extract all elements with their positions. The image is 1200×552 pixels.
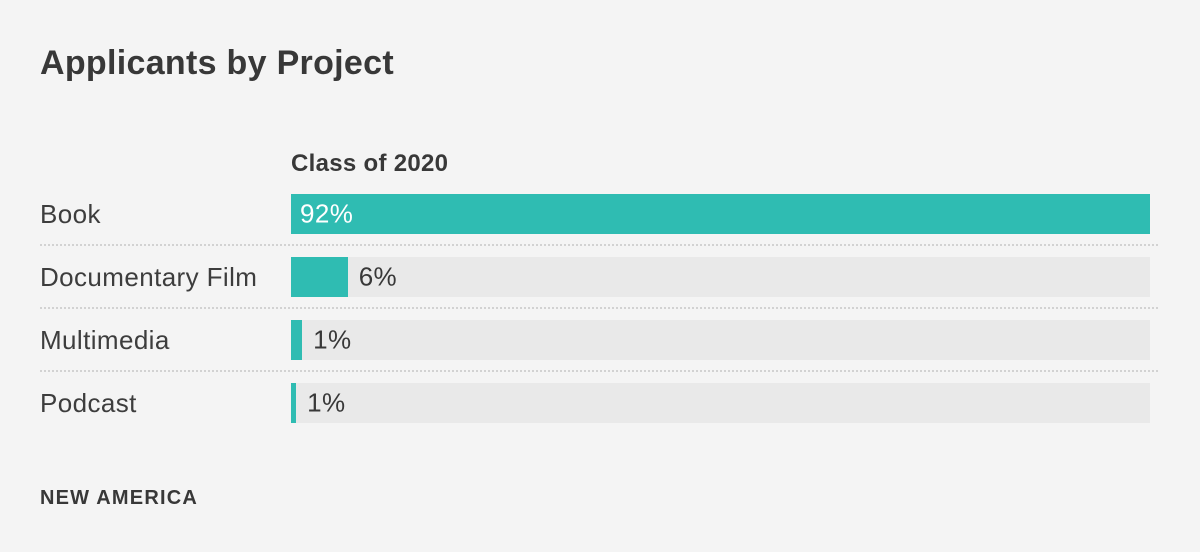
chart-page: Applicants by Project Class of 2020 Book… (40, 44, 1158, 509)
row-label: Book (40, 198, 101, 229)
bar-fill (291, 383, 297, 423)
bar-fill (291, 194, 1150, 234)
row-label: Multimedia (40, 324, 170, 355)
row-label: Documentary Film (40, 261, 258, 292)
bar-fill (291, 320, 303, 360)
bar-track: 1% (291, 320, 1150, 360)
row-separator (40, 244, 1158, 246)
value-label: 1% (307, 387, 346, 418)
bar-row: Documentary Film 6% (40, 257, 1150, 297)
column-header: Class of 2020 (291, 150, 449, 177)
value-label: 1% (313, 324, 352, 355)
bar-row: Podcast 1% (40, 383, 1150, 423)
bar-chart: Book 92% Documentary Film 6% Multimedia 1% Pod… (40, 194, 1158, 423)
bar-track: 92% (291, 194, 1150, 234)
row-label: Podcast (40, 387, 137, 418)
bar-track: 6% (291, 257, 1150, 297)
bar-fill (291, 257, 348, 297)
brand-logo-text: NEW AMERICA (40, 487, 199, 509)
bar-row: Multimedia 1% (40, 320, 1150, 360)
value-label: 6% (358, 261, 398, 292)
bar-row: Book 92% (40, 194, 1150, 234)
value-label: 92% (300, 198, 354, 229)
page-title: Applicants by Project (40, 44, 394, 82)
row-separator (40, 307, 1158, 309)
row-separator (40, 370, 1158, 372)
bar-track: 1% (291, 383, 1150, 423)
